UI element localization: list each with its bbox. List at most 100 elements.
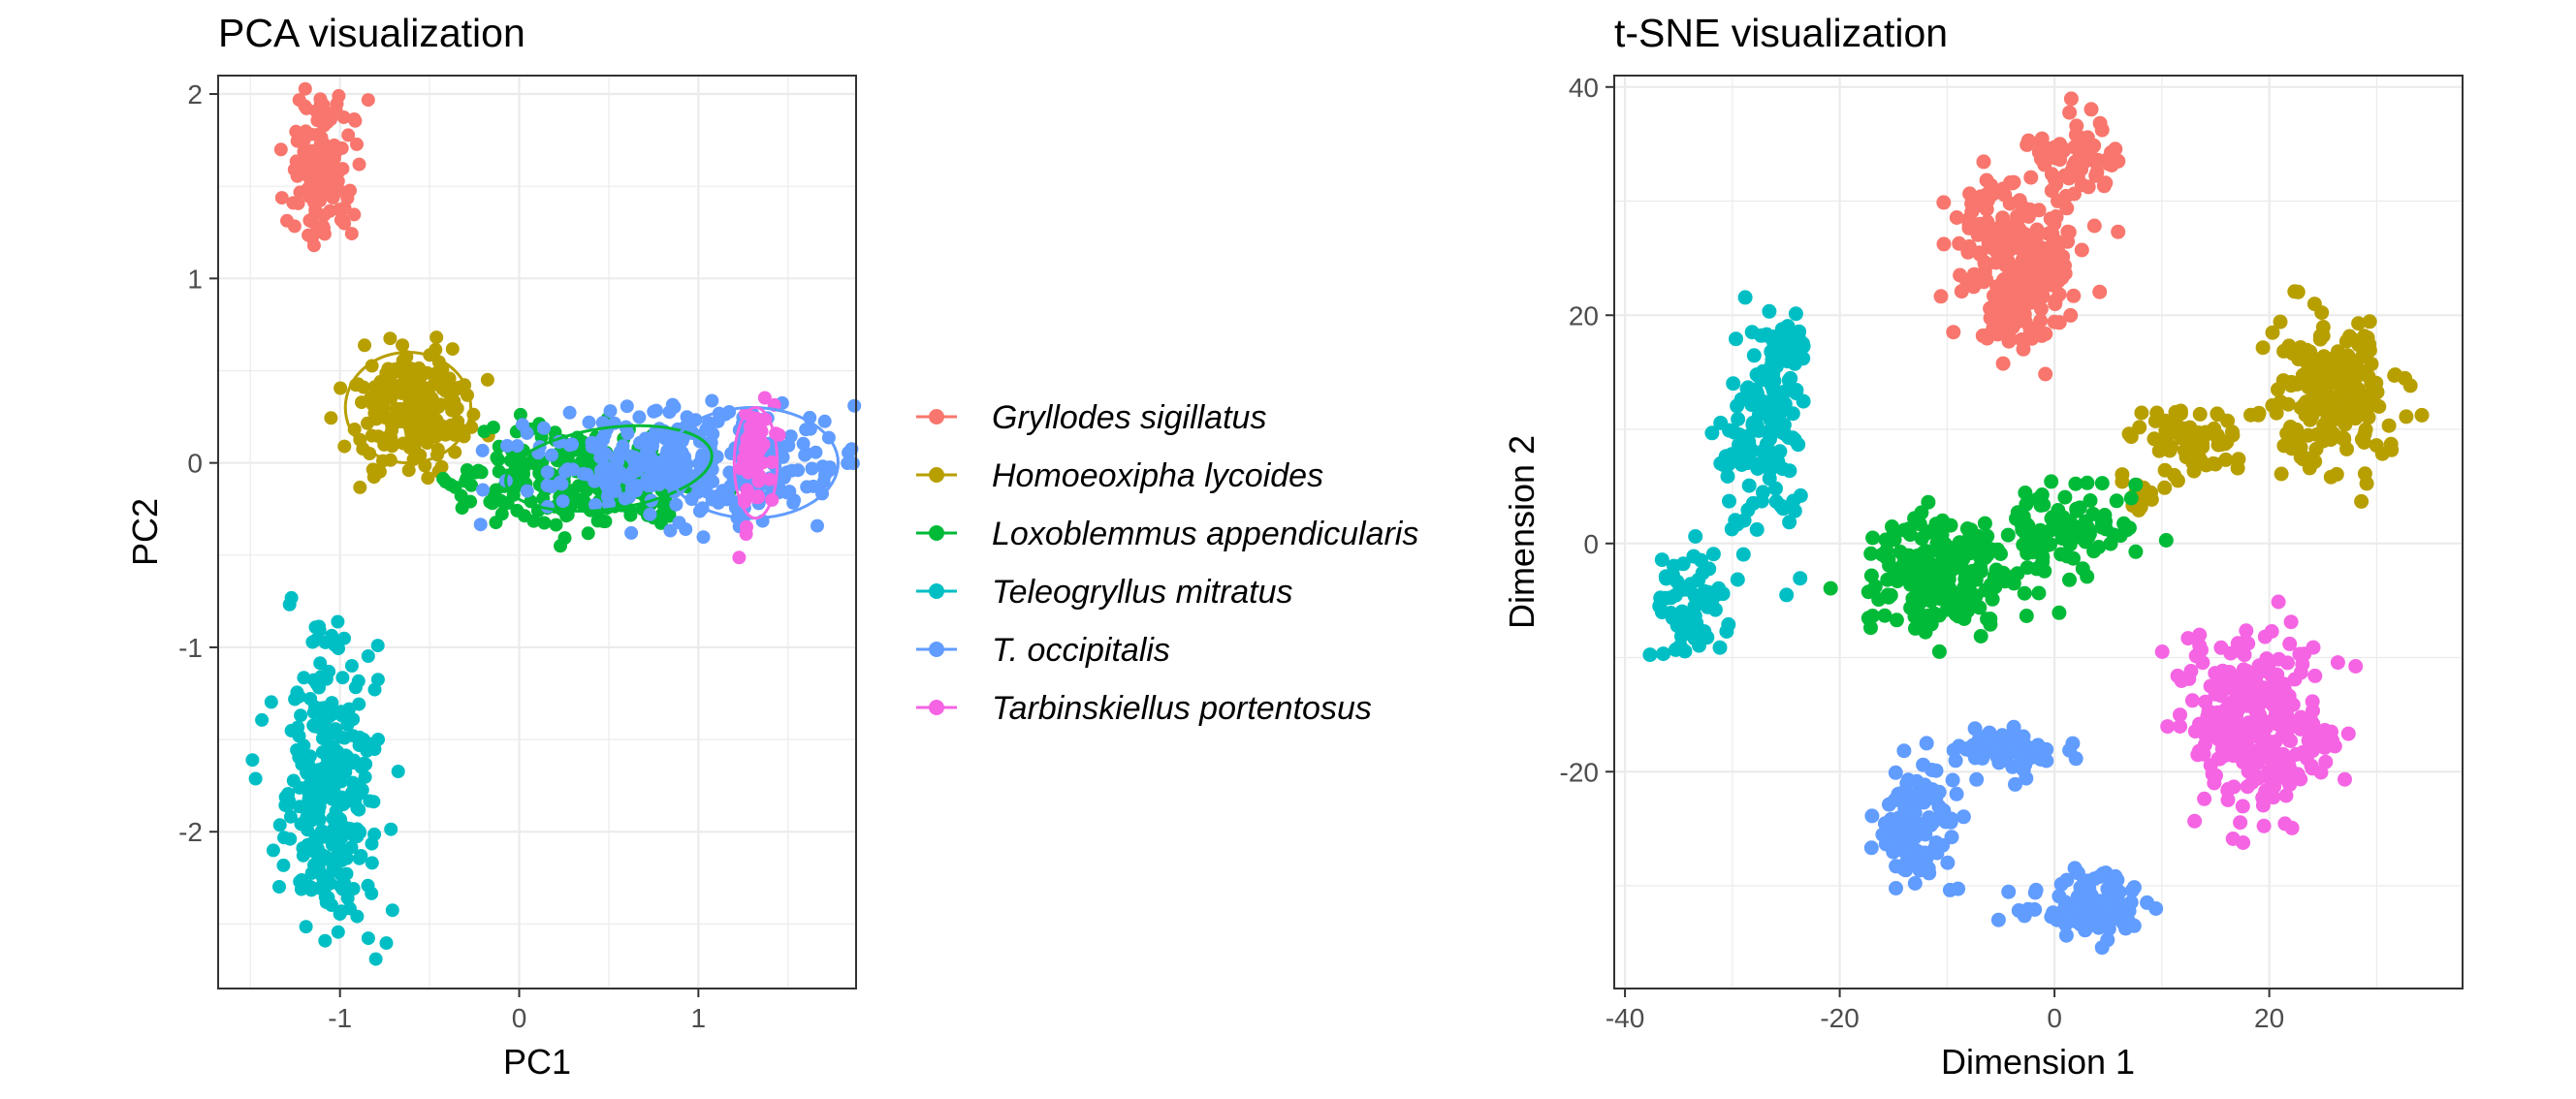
- series-1: [324, 330, 495, 494]
- data-point: [2083, 888, 2099, 903]
- data-point: [2334, 404, 2349, 420]
- data-point: [447, 403, 461, 418]
- data-point: [1726, 376, 1741, 392]
- data-point: [500, 439, 515, 453]
- data-point: [299, 920, 313, 934]
- data-point: [1691, 573, 1706, 587]
- data-point: [1907, 876, 1923, 891]
- data-point: [712, 495, 726, 510]
- data-point: [2248, 753, 2264, 769]
- x-tick-label: -20: [1820, 1003, 1859, 1033]
- data-point: [2040, 537, 2055, 552]
- data-point: [353, 480, 367, 494]
- data-point: [2279, 425, 2295, 441]
- data-point: [1760, 405, 1775, 421]
- data-point: [581, 526, 595, 541]
- data-point: [749, 465, 764, 479]
- x-tick-label: -1: [328, 1003, 352, 1033]
- data-point: [662, 509, 677, 523]
- data-point: [2271, 594, 2286, 610]
- data-point: [600, 489, 615, 504]
- data-point: [591, 472, 606, 487]
- data-point: [1863, 546, 1879, 561]
- data-point: [335, 882, 350, 896]
- data-point: [2123, 429, 2139, 445]
- legend-key-point: [929, 583, 944, 599]
- data-point: [2293, 709, 2308, 725]
- data-point: [2305, 694, 2320, 709]
- legend-label: Homoeoxipha lycoides: [992, 457, 1323, 494]
- data-point: [365, 428, 379, 443]
- data-point: [2293, 665, 2308, 680]
- data-point: [295, 158, 309, 173]
- data-point: [2194, 643, 2209, 658]
- data-point: [293, 874, 307, 889]
- data-point: [1765, 366, 1781, 382]
- data-point: [1864, 808, 1880, 824]
- data-point: [520, 425, 534, 440]
- data-point: [385, 903, 399, 918]
- y-tick-label: -2: [178, 817, 203, 847]
- data-point: [314, 131, 328, 145]
- data-point: [368, 952, 383, 966]
- data-point: [1754, 493, 1769, 509]
- data-point: [2210, 406, 2225, 422]
- data-point: [334, 705, 348, 719]
- data-point: [473, 518, 488, 532]
- data-point: [255, 712, 270, 727]
- data-point: [365, 856, 379, 870]
- data-point: [1962, 186, 1978, 202]
- data-point: [510, 439, 525, 454]
- data-point: [2058, 927, 2074, 943]
- data-point: [433, 426, 448, 441]
- tsne-panel: -40 -20 0 20 -20 0 20 40: [1560, 73, 2464, 1033]
- data-point: [1969, 771, 1985, 787]
- data-point: [1877, 608, 1892, 623]
- data-point: [2096, 178, 2112, 194]
- data-point: [1705, 547, 1721, 562]
- data-point: [2220, 413, 2236, 428]
- data-point: [331, 744, 345, 759]
- data-point: [1709, 587, 1725, 603]
- data-point: [1985, 591, 2000, 607]
- data-point: [1941, 540, 1956, 555]
- data-point: [1860, 611, 1876, 626]
- data-point: [347, 112, 362, 126]
- data-point: [1943, 814, 1958, 830]
- data-point: [1888, 765, 1903, 780]
- data-point: [435, 361, 450, 376]
- data-point: [272, 880, 286, 894]
- data-point: [282, 597, 297, 612]
- data-point: [2048, 293, 2063, 308]
- data-point: [2049, 176, 2064, 192]
- data-point: [318, 933, 333, 948]
- data-point: [748, 490, 763, 505]
- data-point: [383, 331, 398, 346]
- legend-label: Loxoblemmus appendicularis: [992, 516, 1418, 552]
- data-point: [1686, 549, 1701, 564]
- data-point: [356, 442, 370, 456]
- data-point: [331, 925, 345, 939]
- x-tick-label: 20: [2254, 1003, 2284, 1033]
- data-point: [1739, 455, 1754, 470]
- data-point: [739, 527, 753, 541]
- data-point: [1944, 830, 1959, 845]
- data-point: [680, 456, 694, 471]
- data-point: [2237, 723, 2252, 738]
- data-point: [763, 472, 777, 487]
- data-point: [2317, 361, 2333, 377]
- data-point: [1730, 517, 1745, 532]
- data-point: [480, 372, 494, 387]
- data-point: [1654, 552, 1670, 568]
- data-point: [2348, 659, 2364, 674]
- data-point: [2069, 118, 2084, 134]
- data-point: [1786, 493, 1801, 509]
- data-point: [1949, 210, 1964, 225]
- data-point: [339, 866, 354, 881]
- data-point: [1792, 324, 1807, 339]
- data-point: [351, 377, 366, 392]
- data-point: [308, 203, 323, 217]
- data-point: [1980, 733, 1995, 748]
- data-point: [351, 674, 366, 688]
- y-tick-label: 0: [1583, 529, 1599, 559]
